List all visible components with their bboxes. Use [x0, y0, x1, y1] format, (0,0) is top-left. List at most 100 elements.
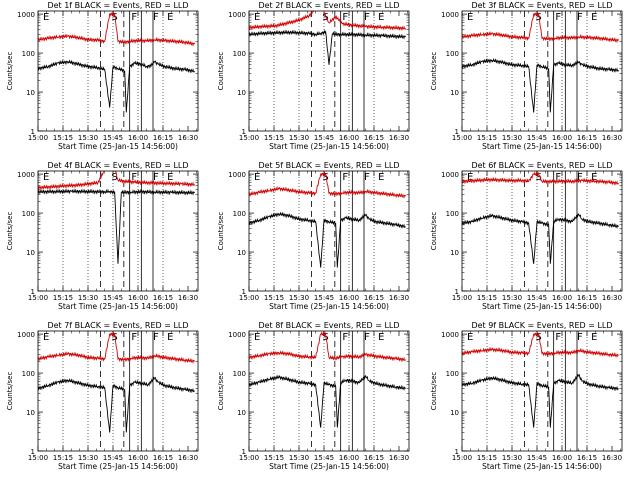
series-line-events — [249, 374, 406, 428]
series-line-events — [462, 57, 620, 113]
series-line-lld — [462, 171, 620, 186]
y-tick-label: 1000 — [228, 331, 246, 339]
panel-title: Det 6f BLACK = Events, RED = LLD — [471, 161, 612, 170]
interval-label: F — [131, 172, 137, 183]
plot-frame — [37, 330, 199, 452]
x-tick-label: 15:15 — [264, 454, 284, 462]
interval-label: E — [167, 12, 173, 23]
y-tick-label: 1 — [31, 288, 35, 296]
series-line-lld — [249, 331, 406, 363]
interval-label: S — [535, 172, 541, 183]
y-tick-label: 1 — [455, 448, 459, 456]
series-line-lld — [38, 11, 196, 47]
x-tick-label: 15:00 — [239, 294, 259, 302]
interval-label: E — [254, 172, 260, 183]
interval-label: E — [467, 12, 473, 23]
y-tick-label: 1000 — [17, 11, 35, 19]
x-tick-label: 15:15 — [53, 294, 73, 302]
series-line-events — [249, 29, 407, 65]
series-line-lld — [249, 11, 407, 31]
x-tick-label: 16:30 — [178, 134, 198, 142]
panel-title: Det 2f BLACK = Events, RED = LLD — [258, 1, 399, 10]
interval-label: F — [131, 332, 137, 343]
y-axis-label: Counts/sec — [6, 52, 14, 91]
plot-frame — [461, 10, 623, 132]
x-tick-label: 15:45 — [314, 294, 334, 302]
y-axis-label: Counts/sec — [430, 372, 438, 411]
x-tick-label: 15:30 — [502, 134, 522, 142]
x-tick-label: 16:15 — [577, 294, 597, 302]
interval-label: E — [591, 332, 597, 343]
interval-label: S — [535, 12, 541, 23]
plot-frame — [461, 330, 623, 452]
interval-label: E — [43, 12, 49, 23]
interval-label: F — [131, 12, 137, 23]
panel-title: Det 4f BLACK = Events, RED = LLD — [47, 161, 188, 170]
interval-label: E — [378, 172, 384, 183]
x-tick-label: 16:15 — [577, 134, 597, 142]
y-tick-label: 1000 — [17, 331, 35, 339]
y-tick-label: 100 — [233, 210, 246, 218]
y-axis-label: Counts/sec — [6, 372, 14, 411]
interval-label: S — [111, 12, 117, 23]
x-tick-label: 15:15 — [477, 294, 497, 302]
x-tick-label: 15:45 — [103, 134, 123, 142]
y-axis-label: Counts/sec — [430, 212, 438, 251]
series-line-lld — [462, 11, 620, 44]
x-tick-label: 15:30 — [78, 454, 98, 462]
x-tick-label: 16:00 — [552, 454, 572, 462]
series-line-lld — [249, 171, 407, 199]
interval-label: E — [167, 332, 173, 343]
y-tick-label: 1000 — [441, 171, 459, 179]
plot-frame — [37, 170, 199, 292]
interval-label: F — [153, 172, 159, 183]
series-line-events — [462, 213, 620, 264]
x-tick-label: 15:15 — [477, 454, 497, 462]
x-tick-label: 16:15 — [153, 294, 173, 302]
x-axis-label: Start Time (25-Jan-15 14:56:00) — [58, 462, 178, 471]
y-tick-label: 10 — [237, 249, 246, 257]
y-axis-label: Counts/sec — [217, 52, 225, 91]
y-tick-label: 100 — [22, 50, 35, 58]
x-tick-label: 16:00 — [552, 294, 572, 302]
x-tick-label: 16:30 — [389, 134, 409, 142]
panel-title: Det 9f BLACK = Events, RED = LLD — [471, 321, 612, 330]
series-line-lld — [38, 331, 196, 364]
y-tick-label: 100 — [22, 210, 35, 218]
x-tick-label: 15:45 — [314, 454, 334, 462]
interval-label: S — [322, 12, 328, 23]
x-tick-label: 16:30 — [602, 454, 622, 462]
x-tick-label: 15:15 — [53, 134, 73, 142]
panel-title: Det 8f BLACK = Events, RED = LLD — [258, 321, 399, 330]
y-tick-label: 100 — [233, 50, 246, 58]
x-tick-label: 16:00 — [128, 134, 148, 142]
interval-label: S — [111, 332, 117, 343]
series-line-lld — [462, 331, 620, 359]
x-tick-label: 15:45 — [527, 454, 547, 462]
interval-label: F — [342, 172, 348, 183]
x-tick-label: 16:15 — [153, 134, 173, 142]
series-line-events — [38, 188, 196, 264]
x-axis-label: Start Time (25-Jan-15 14:56:00) — [269, 302, 389, 311]
y-tick-label: 10 — [237, 89, 246, 97]
series-line-events — [38, 376, 195, 433]
interval-label: E — [378, 12, 384, 23]
y-tick-label: 10 — [237, 409, 246, 417]
x-tick-label: 15:15 — [477, 134, 497, 142]
x-tick-label: 15:00 — [452, 454, 472, 462]
panel-title: Det 7f BLACK = Events, RED = LLD — [47, 321, 188, 330]
x-tick-label: 16:30 — [389, 454, 409, 462]
interval-label: F — [555, 12, 561, 23]
panel-title: Det 1f BLACK = Events, RED = LLD — [47, 1, 188, 10]
x-tick-label: 16:15 — [364, 134, 384, 142]
interval-label: E — [43, 172, 49, 183]
y-axis-label: Counts/sec — [217, 372, 225, 411]
interval-label: F — [364, 172, 370, 183]
series-line-lld — [38, 171, 196, 191]
x-tick-label: 15:30 — [78, 134, 98, 142]
